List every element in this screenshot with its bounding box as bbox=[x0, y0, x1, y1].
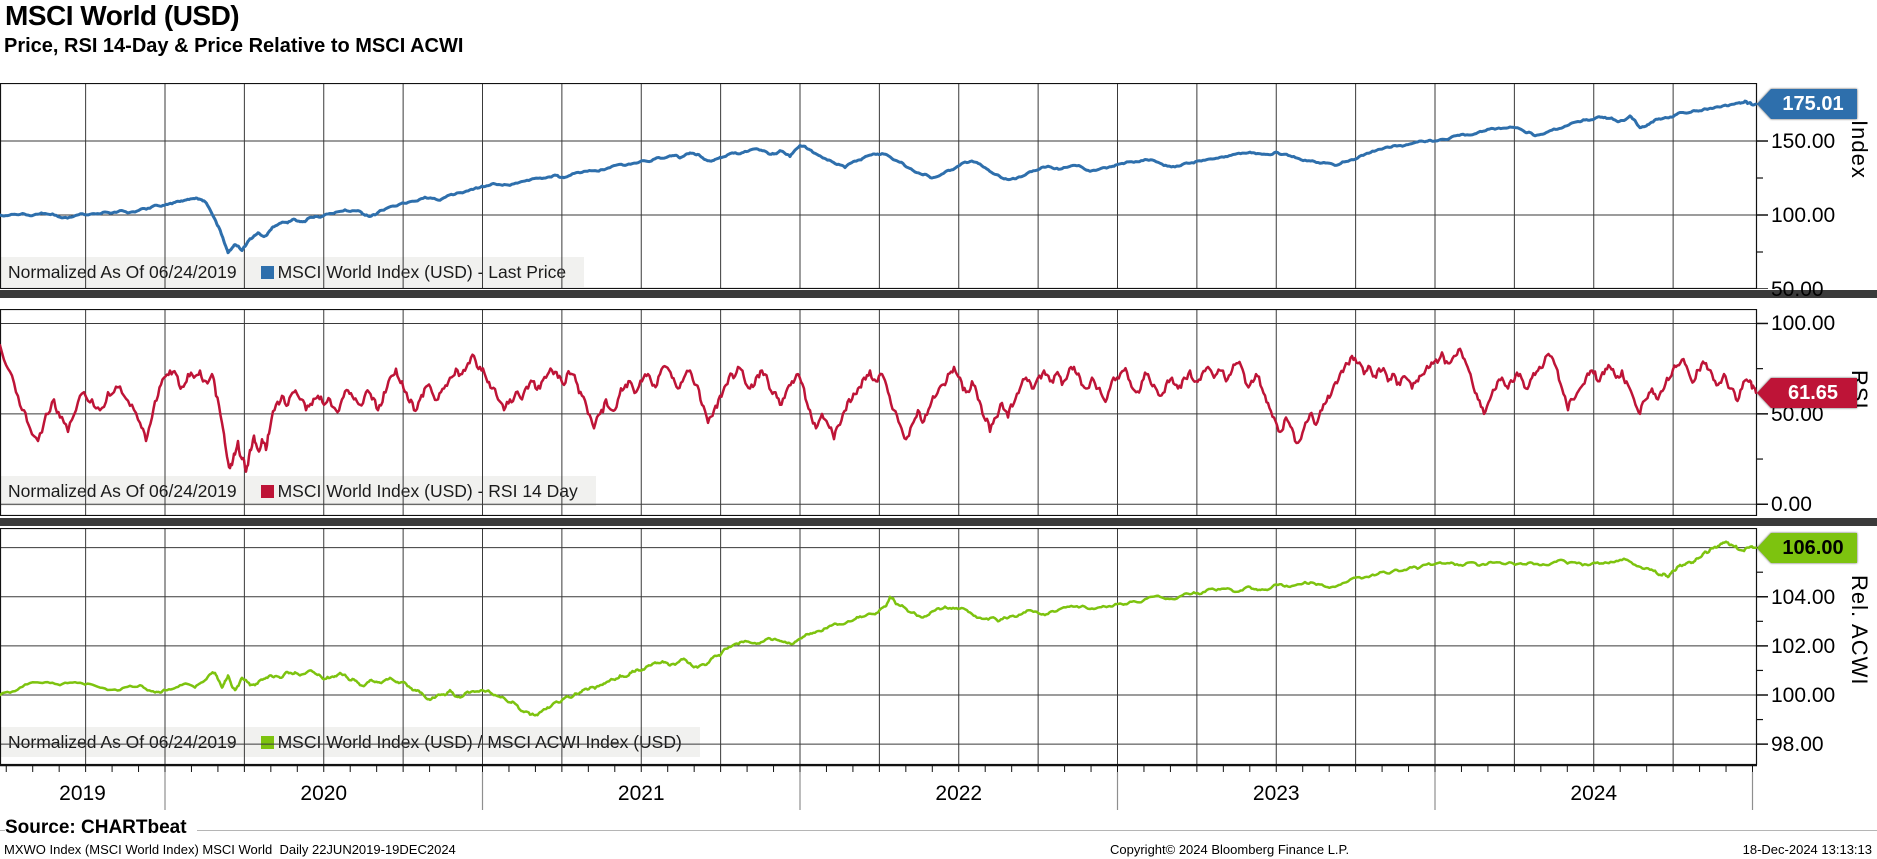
x-axis-year-label: 2022 bbox=[935, 782, 983, 805]
rsi-tick-label: 0.00 bbox=[1771, 493, 1812, 517]
rsi-tick-label: 100.00 bbox=[1771, 312, 1836, 336]
legend-ratio: Normalized As Of 06/24/2019 MSCI World I… bbox=[0, 727, 700, 757]
legend-normalized-label: Normalized As Of 06/24/2019 bbox=[8, 480, 237, 501]
footer-copyright: Copyright© 2024 Bloomberg Finance L.P. bbox=[1110, 842, 1350, 857]
x-axis-year-label: 2021 bbox=[617, 782, 665, 805]
price-tick-label: 150.00 bbox=[1771, 130, 1836, 153]
price-tick-label: 50.00 bbox=[1771, 278, 1824, 301]
panel-separator-2 bbox=[0, 518, 1877, 526]
panel-separator-1 bbox=[0, 290, 1877, 298]
ratio-tick-label: 100.00 bbox=[1771, 684, 1836, 707]
price-series-swatch-icon bbox=[260, 265, 274, 279]
ratio-panel-plot bbox=[0, 528, 1768, 765]
ratio-tick-label: 104.00 bbox=[1771, 585, 1836, 609]
legend-series-label: MSCI World Index (USD) / MSCI ACWI Index… bbox=[277, 731, 682, 752]
price-last-value-badge: 175.01 bbox=[1757, 89, 1857, 119]
legend-rsi: Normalized As Of 06/24/2019 MSCI World I… bbox=[0, 476, 596, 506]
legend-series-label: MSCI World Index (USD) - RSI 14 Day bbox=[277, 480, 578, 501]
legend-series-label: MSCI World Index (USD) - Last Price bbox=[277, 261, 567, 282]
x-axis-year-label: 2019 bbox=[59, 782, 106, 805]
rsi-panel-plot bbox=[0, 309, 1768, 516]
price-axis-title: Index bbox=[1847, 120, 1872, 179]
legend-normalized-label: Normalized As Of 06/24/2019 bbox=[8, 731, 237, 752]
ratio-last-value-badge: 106.00 bbox=[1757, 533, 1857, 563]
rsi-series-swatch-icon bbox=[260, 484, 274, 498]
ratio-tick-label: 102.00 bbox=[1771, 634, 1836, 658]
ratio-axis-title: Rel. ACWI bbox=[1847, 575, 1872, 686]
legend-price: Normalized As Of 06/24/2019 MSCI World I… bbox=[0, 257, 585, 287]
price-panel-plot bbox=[0, 83, 1768, 289]
rsi-last-value-badge: 61.65 bbox=[1757, 378, 1857, 408]
legend-normalized-label: Normalized As Of 06/24/2019 bbox=[8, 261, 237, 282]
page-subtitle: Price, RSI 14-Day & Price Relative to MS… bbox=[4, 35, 464, 57]
x-axis bbox=[0, 765, 1757, 810]
footer-divider bbox=[0, 830, 1877, 831]
x-axis-year-label: 2024 bbox=[1570, 782, 1618, 805]
footer-security-info: MXWO Index (MSCI World Index) MSCI World… bbox=[4, 842, 456, 857]
ratio-series-swatch-icon bbox=[260, 735, 274, 749]
price-tick-label: 100.00 bbox=[1771, 204, 1836, 227]
ratio-tick-label: 98.00 bbox=[1771, 733, 1824, 757]
footer-timestamp: 18-Dec-2024 13:13:13 bbox=[1742, 842, 1872, 857]
x-axis-year-label: 2023 bbox=[1252, 782, 1300, 805]
rsi-tick-label: 50.00 bbox=[1771, 402, 1824, 426]
page-title: MSCI World (USD) bbox=[5, 0, 240, 31]
source-label: Source: CHARTbeat bbox=[5, 817, 197, 839]
x-axis-year-label: 2020 bbox=[300, 782, 348, 805]
